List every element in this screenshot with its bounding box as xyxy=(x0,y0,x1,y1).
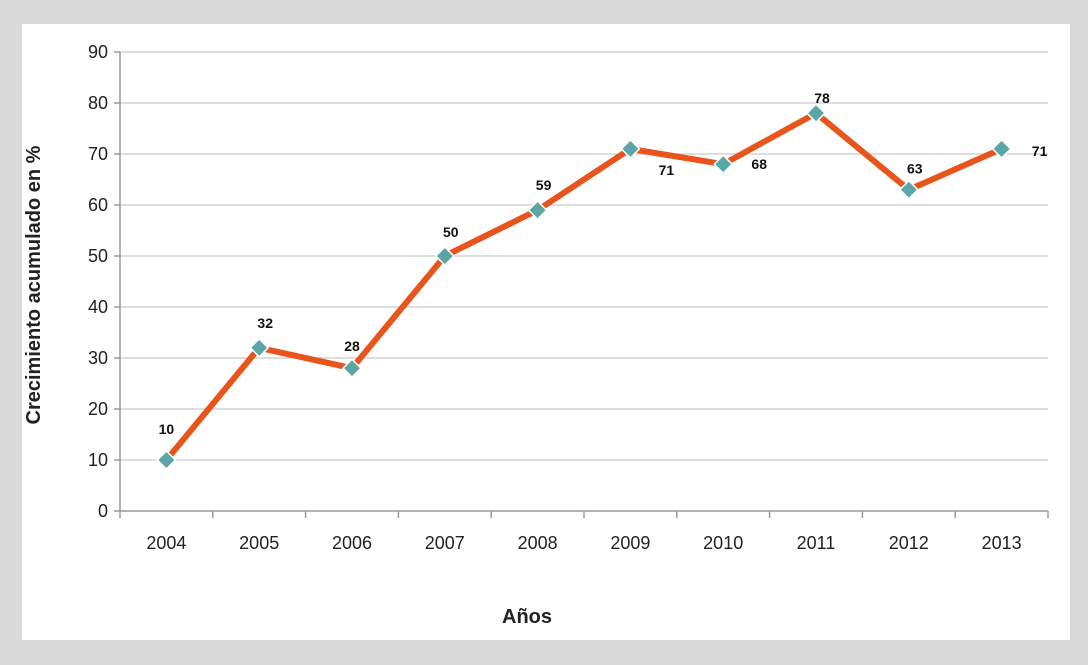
y-tick-label: 40 xyxy=(88,297,108,317)
y-axis-title: Crecimiento acumulado en % xyxy=(23,145,45,424)
x-tick-label: 2006 xyxy=(332,533,372,553)
y-tick-label: 20 xyxy=(88,399,108,419)
data-label: 71 xyxy=(1032,143,1048,159)
y-tick-label: 50 xyxy=(88,246,108,266)
x-tick-label: 2012 xyxy=(889,533,929,553)
y-tick-label: 60 xyxy=(88,195,108,215)
data-label: 32 xyxy=(257,315,273,331)
x-tick-label: 2013 xyxy=(982,533,1022,553)
data-point xyxy=(341,358,363,379)
data-point xyxy=(156,449,177,471)
data-point xyxy=(434,245,455,267)
x-axis-ticks: 2004 2005 2006 2007 2008 2009 2010 2011 2012 2013 xyxy=(119,511,1049,553)
data-label: 59 xyxy=(536,177,552,193)
x-tick-label: 2004 xyxy=(146,533,186,553)
x-tick-label: 2010 xyxy=(703,533,743,553)
y-tick-label: 10 xyxy=(88,450,108,470)
data-label: 71 xyxy=(659,162,675,178)
data-labels-group: 10 32 28 50 59 71 68 78 63 71 xyxy=(159,90,1048,437)
data-point xyxy=(805,103,827,124)
data-label: 50 xyxy=(443,224,459,240)
data-point xyxy=(991,138,1012,159)
data-point xyxy=(713,154,734,175)
gridlines xyxy=(120,51,1048,461)
x-tick-label: 2011 xyxy=(797,533,836,553)
markers-group xyxy=(156,103,1012,471)
y-tick-label: 30 xyxy=(88,348,108,368)
data-point xyxy=(527,200,548,221)
x-tick-label: 2009 xyxy=(610,533,650,553)
data-point xyxy=(620,138,641,159)
data-label: 63 xyxy=(907,161,923,177)
data-label: 10 xyxy=(159,421,175,437)
y-axis-ticks: 0 10 20 30 40 50 60 70 80 90 xyxy=(88,42,120,521)
y-tick-label: 70 xyxy=(88,144,108,164)
data-label: 78 xyxy=(814,90,830,106)
series-line xyxy=(163,110,1005,463)
x-tick-label: 2005 xyxy=(239,533,279,553)
plot-background xyxy=(22,24,1070,640)
data-point xyxy=(898,179,919,200)
y-tick-label: 80 xyxy=(88,93,108,113)
data-label: 28 xyxy=(344,338,360,354)
data-point xyxy=(249,337,270,358)
y-tick-label: 0 xyxy=(98,501,108,521)
series-group xyxy=(163,110,1005,463)
x-tick-label: 2007 xyxy=(425,533,465,553)
x-axis-title: Años xyxy=(502,606,552,628)
x-tick-label: 2008 xyxy=(518,533,558,553)
data-label: 68 xyxy=(751,156,767,172)
y-tick-label: 90 xyxy=(88,42,108,62)
